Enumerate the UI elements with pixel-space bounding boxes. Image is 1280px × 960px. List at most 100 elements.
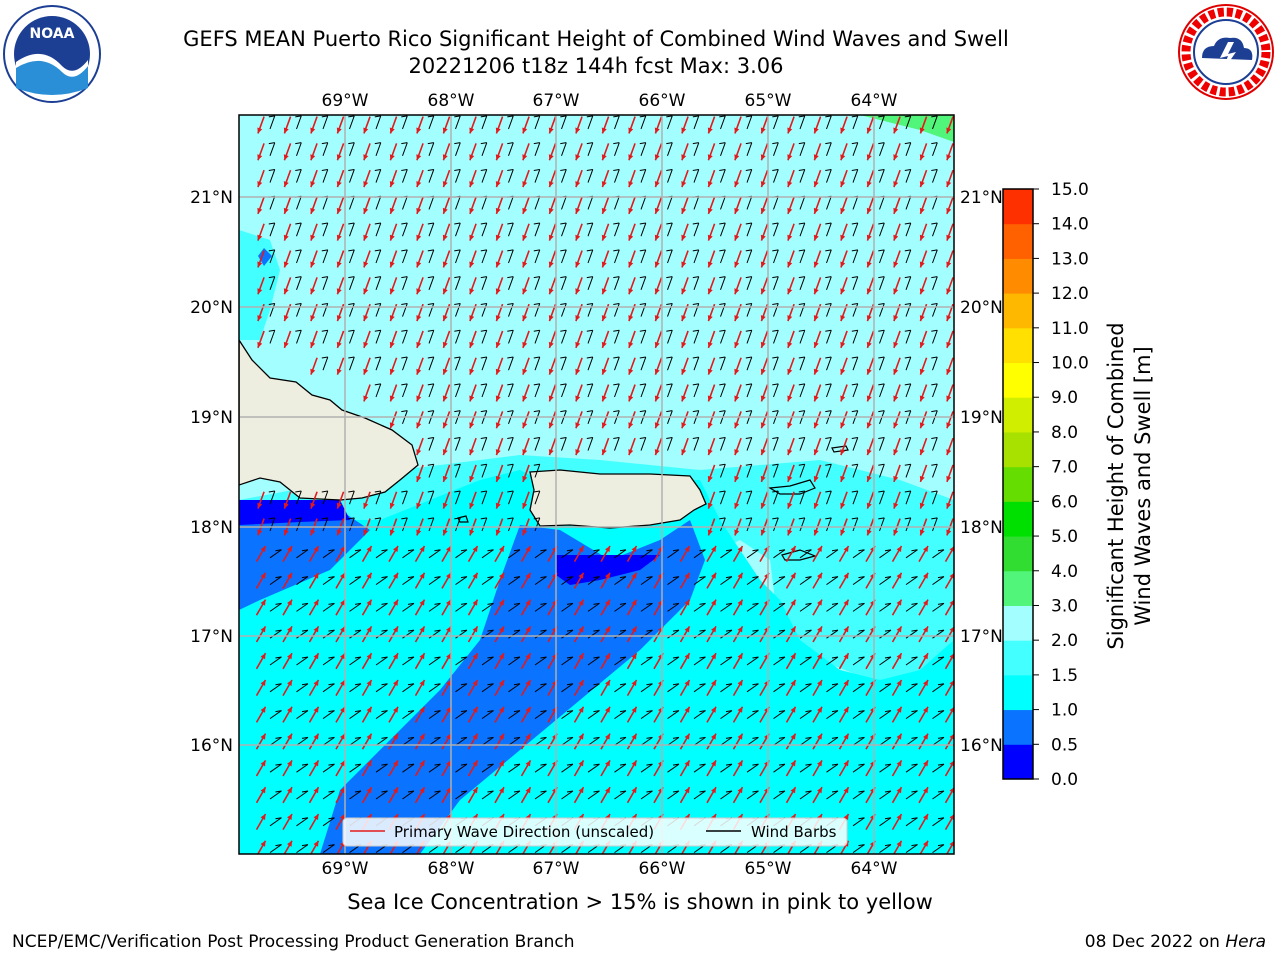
wind-barb-feather <box>884 656 892 659</box>
wind-barb <box>720 303 726 317</box>
wind-barb-feather <box>772 356 779 359</box>
wave-arrow-head <box>393 546 398 552</box>
wind-barb <box>455 330 461 344</box>
wave-arrow-head <box>340 546 345 552</box>
wind-barb-feather <box>745 517 752 520</box>
wind-barb-feather <box>566 790 574 793</box>
wind-barb-feather <box>666 276 673 279</box>
wind-barb-feather <box>480 222 487 225</box>
wind-barb <box>322 683 335 693</box>
wind-barb-feather <box>268 249 275 252</box>
wave-arrow-head <box>684 572 690 579</box>
wind-barb-feather <box>692 329 699 332</box>
wave-arrow-head <box>283 154 289 161</box>
wave-arrow-head <box>601 154 607 161</box>
wind-barb <box>720 710 733 720</box>
wave-arrow-head <box>817 653 822 660</box>
wave-arrow-head <box>893 341 899 348</box>
wave-arrow-head <box>840 315 846 322</box>
wind-barb <box>455 383 461 398</box>
noaa-logo-text: NOAA <box>30 26 75 42</box>
wave-arrow-head <box>495 261 501 268</box>
wind-barb-feather <box>778 549 786 552</box>
wave-arrow-head <box>495 207 501 214</box>
wind-barb <box>720 196 726 210</box>
wave-arrow-head <box>499 626 504 633</box>
wave-arrow-head <box>522 288 528 295</box>
wind-barb <box>852 790 865 800</box>
wind-barb <box>932 710 945 720</box>
wind-barb-feather <box>666 356 673 359</box>
wave-arrow-head <box>472 653 478 660</box>
wind-barb-feather <box>858 790 865 793</box>
wind-barb <box>799 303 806 317</box>
wind-barb <box>826 602 839 612</box>
wind-barb <box>402 303 408 317</box>
wave-arrow-head <box>446 680 451 686</box>
wave-arrow-head <box>711 546 716 552</box>
wind-barb <box>614 763 627 773</box>
wind-barb-feather <box>752 656 759 659</box>
wind-barb <box>322 736 335 746</box>
wave-arrow-head <box>601 207 607 214</box>
wind-barb-feather <box>798 168 805 171</box>
wave-arrow-head <box>866 207 872 214</box>
map-title: GEFS MEAN Puerto Rico Significant Height… <box>183 27 1009 51</box>
wind-barb-feather <box>911 656 918 659</box>
wind-barb-feather <box>752 549 759 552</box>
wind-barb-feather <box>878 249 885 252</box>
wind-barb <box>799 629 812 639</box>
wind-barb <box>534 169 541 183</box>
wind-barb <box>826 629 839 639</box>
wave-arrow-head <box>790 599 796 606</box>
wind-barb <box>481 517 488 532</box>
wave-arrow-head <box>393 653 398 660</box>
wind-barb <box>693 736 706 746</box>
wind-barb-feather <box>454 329 461 332</box>
wind-barb-feather <box>851 222 858 225</box>
wave-arrow-head <box>495 422 501 429</box>
wind-barb <box>959 764 970 772</box>
wind-barb-feather <box>931 249 938 252</box>
wind-barb-feather <box>911 549 918 552</box>
wind-barb-feather <box>301 629 309 632</box>
wind-barb-feather <box>646 710 653 713</box>
wind-barb <box>852 683 865 693</box>
wave-arrow-head <box>416 368 422 375</box>
wind-barb-feather <box>772 276 779 279</box>
wind-barb <box>402 790 415 800</box>
wave-arrow-head <box>813 261 819 268</box>
wind-barb <box>667 763 680 773</box>
wave-arrow-head <box>442 502 448 509</box>
wind-barb <box>773 356 779 371</box>
wind-barb-feather <box>321 168 328 171</box>
wind-barb <box>932 330 938 344</box>
wind-barb-feather <box>613 249 620 252</box>
wave-arrow-head <box>469 475 475 482</box>
longitude-label-bottom: 65°W <box>745 859 792 879</box>
wind-barb-feather <box>831 736 839 739</box>
wave-arrow-head <box>446 626 451 633</box>
wind-barb <box>587 656 600 666</box>
wave-arrow-head <box>495 127 501 134</box>
wind-barb-feather <box>878 517 885 520</box>
colorbar-segment <box>1003 605 1033 641</box>
wave-arrow-head <box>257 315 263 322</box>
wind-barb <box>349 169 355 183</box>
wave-arrow-head <box>310 315 316 322</box>
wave-arrow-head <box>601 127 607 134</box>
wind-barb <box>720 330 726 344</box>
wind-barb <box>959 277 964 290</box>
wind-barb <box>269 276 276 290</box>
wind-barb-feather <box>858 817 865 820</box>
wind-barb-feather <box>401 142 408 145</box>
wind-barb <box>826 330 832 344</box>
wave-arrow-head <box>522 449 528 456</box>
wind-barb-feather <box>725 710 733 713</box>
wind-barb-feather <box>586 115 593 118</box>
wave-arrow-head <box>813 502 819 509</box>
wind-barb <box>296 710 309 720</box>
wind-barb <box>693 710 706 720</box>
wind-barb <box>720 790 733 800</box>
wind-barb <box>932 249 938 264</box>
